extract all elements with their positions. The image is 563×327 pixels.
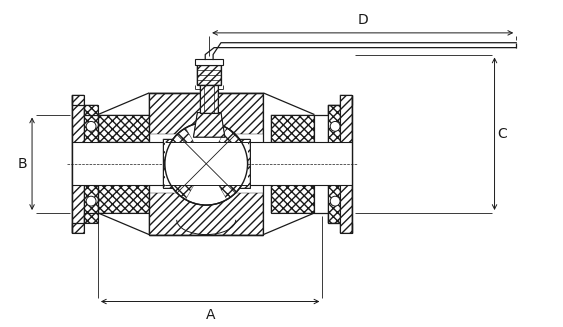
Text: B: B bbox=[17, 157, 27, 171]
Circle shape bbox=[330, 121, 340, 131]
Bar bbox=[195, 60, 223, 65]
Bar bbox=[340, 95, 352, 232]
Bar bbox=[328, 105, 342, 223]
Polygon shape bbox=[194, 112, 225, 137]
Bar bbox=[198, 65, 221, 85]
Bar bbox=[73, 95, 84, 232]
Bar bbox=[73, 142, 352, 185]
Bar bbox=[149, 93, 263, 234]
Text: C: C bbox=[498, 127, 507, 141]
Bar bbox=[198, 65, 221, 85]
Bar bbox=[84, 105, 98, 223]
Bar bbox=[271, 114, 315, 142]
Bar bbox=[240, 139, 249, 188]
Text: A: A bbox=[205, 308, 215, 322]
Bar bbox=[98, 185, 149, 213]
Bar bbox=[200, 85, 218, 112]
Bar bbox=[98, 114, 149, 142]
Text: D: D bbox=[358, 13, 368, 27]
Circle shape bbox=[330, 196, 340, 206]
Circle shape bbox=[86, 121, 96, 131]
Bar bbox=[149, 93, 263, 134]
Bar bbox=[163, 139, 173, 188]
Bar bbox=[73, 95, 84, 232]
Bar bbox=[165, 142, 248, 185]
Bar bbox=[98, 114, 149, 213]
Bar bbox=[271, 185, 315, 213]
Bar bbox=[271, 114, 315, 213]
Bar bbox=[200, 85, 218, 112]
Bar bbox=[149, 193, 263, 234]
Bar bbox=[84, 105, 98, 223]
Circle shape bbox=[165, 122, 248, 205]
Bar bbox=[163, 139, 173, 188]
Bar bbox=[240, 139, 249, 188]
Bar bbox=[340, 95, 352, 232]
Circle shape bbox=[86, 196, 96, 206]
Bar bbox=[328, 105, 342, 223]
